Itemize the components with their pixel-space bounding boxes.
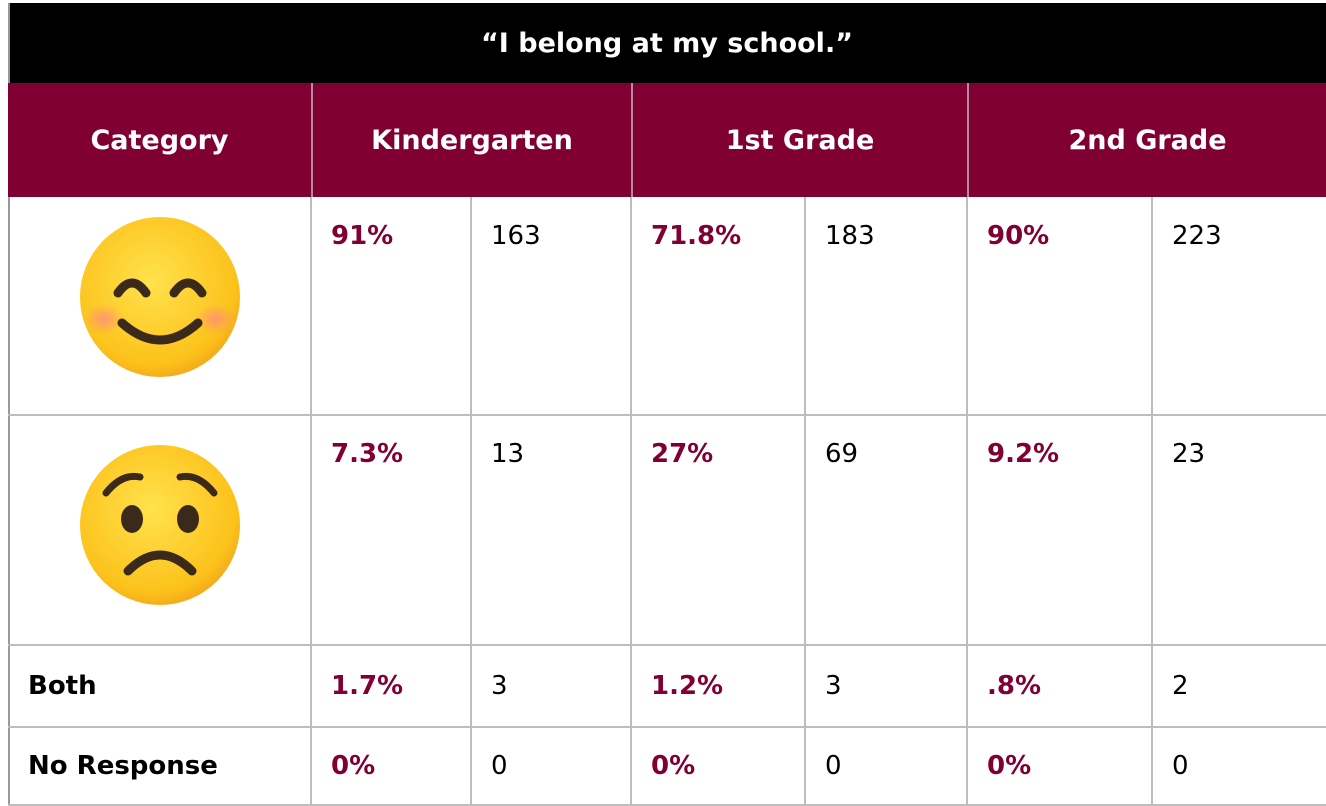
row-divider	[8, 644, 1326, 646]
column-divider	[630, 197, 632, 805]
percent-cell: 0%	[651, 751, 696, 781]
row-divider	[8, 726, 1326, 728]
smiling-emoji	[80, 217, 240, 377]
worried-emoji	[80, 445, 240, 605]
percent-cell: 0%	[331, 751, 376, 781]
percent-cell: 91%	[331, 221, 394, 251]
column-divider	[1151, 197, 1153, 805]
count-cell: 0	[1172, 751, 1189, 781]
percent-cell: 27%	[651, 439, 714, 469]
percent-cell: 7.3%	[331, 439, 404, 469]
count-cell: 2	[1172, 671, 1189, 701]
header-cell: 1st Grade	[631, 83, 967, 197]
header-cell: 2nd Grade	[967, 83, 1326, 197]
row-divider	[8, 414, 1326, 416]
count-cell: 23	[1172, 439, 1206, 469]
column-divider	[966, 197, 968, 805]
count-cell: 183	[825, 221, 875, 251]
left-border	[8, 3, 10, 805]
count-cell: 3	[825, 671, 842, 701]
count-cell: 163	[491, 221, 541, 251]
count-cell: 13	[491, 439, 525, 469]
percent-cell: 9.2%	[987, 439, 1060, 469]
column-divider	[310, 197, 312, 805]
percent-cell: 1.7%	[331, 671, 404, 701]
column-divider	[804, 197, 806, 805]
count-cell: 69	[825, 439, 859, 469]
column-divider	[470, 197, 472, 805]
header-cell: Kindergarten	[311, 83, 631, 197]
row-label: No Response	[28, 751, 218, 781]
percent-cell: .8%	[987, 671, 1042, 701]
percent-cell: 1.2%	[651, 671, 724, 701]
row-label: Both	[28, 671, 97, 701]
percent-cell: 0%	[987, 751, 1032, 781]
count-cell: 0	[825, 751, 842, 781]
header-cell: Category	[8, 83, 311, 197]
count-cell: 3	[491, 671, 508, 701]
table-title: “I belong at my school.”	[8, 3, 1326, 83]
percent-cell: 71.8%	[651, 221, 742, 251]
count-cell: 223	[1172, 221, 1222, 251]
count-cell: 0	[491, 751, 508, 781]
percent-cell: 90%	[987, 221, 1050, 251]
